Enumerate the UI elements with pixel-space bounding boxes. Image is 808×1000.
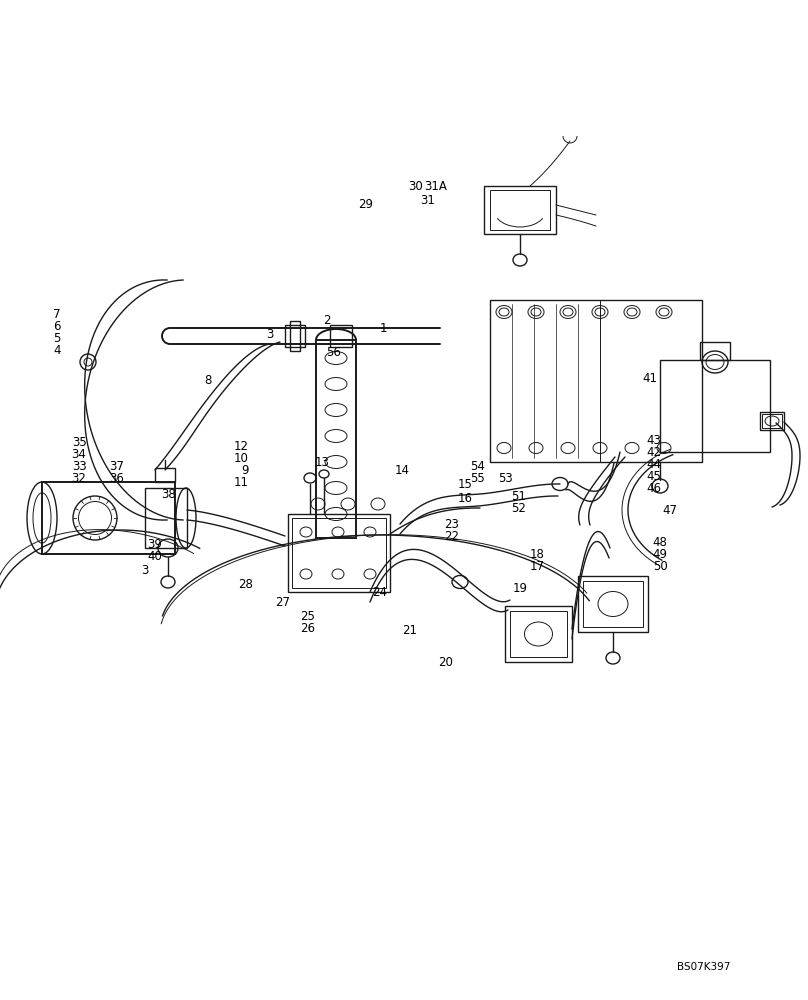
Text: 18: 18 [530,548,545,560]
Text: 42: 42 [646,446,662,458]
Bar [660,360,770,452]
Bar [316,340,356,538]
Text: 41: 41 [642,371,658,384]
Text: 2: 2 [323,314,330,326]
Bar [290,321,300,351]
Text: 20: 20 [439,656,453,668]
Bar [762,414,782,428]
Text: 33: 33 [72,460,86,473]
Text: 53: 53 [499,472,513,485]
Text: 44: 44 [646,458,662,471]
Text: 24: 24 [372,585,387,598]
Text: 37: 37 [110,460,124,473]
Text: 21: 21 [402,624,418,637]
Text: BS07K397: BS07K397 [676,962,730,972]
Bar [578,576,648,632]
Bar [583,581,643,627]
Text: 28: 28 [238,578,253,591]
Text: 30: 30 [408,180,423,192]
Bar [145,488,187,548]
Bar [505,606,572,662]
Text: 40: 40 [147,550,162,562]
Text: 35: 35 [72,436,86,448]
Text: 3: 3 [141,564,149,576]
Text: 55: 55 [470,472,485,485]
Text: 43: 43 [646,434,661,446]
Text: 5: 5 [53,332,61,344]
Text: 9: 9 [242,464,249,477]
Text: 3: 3 [267,328,274,340]
Text: 7: 7 [53,308,61,320]
Text: 14: 14 [394,464,410,477]
Bar [288,514,390,592]
Bar [330,325,352,347]
Text: 6: 6 [53,320,61,332]
Text: 56: 56 [326,346,341,359]
Bar [490,300,702,462]
Bar [490,190,550,230]
Text: 36: 36 [110,472,124,485]
Text: 49: 49 [653,548,668,560]
Text: 23: 23 [444,518,459,530]
Bar [510,611,567,657]
Text: 27: 27 [275,595,290,608]
Text: 47: 47 [663,504,678,516]
Text: 45: 45 [646,470,661,483]
Text: 48: 48 [653,536,667,548]
Text: 39: 39 [147,538,162,550]
Text: 26: 26 [301,621,316,635]
Text: 10: 10 [234,452,249,464]
Text: 31A: 31A [424,180,447,192]
Text: 11: 11 [234,476,249,488]
Bar [155,468,175,482]
Text: 8: 8 [204,373,212,386]
Text: 17: 17 [530,560,545,572]
Text: 38: 38 [162,488,176,500]
Text: 12: 12 [234,440,249,452]
Text: 22: 22 [444,530,460,542]
Text: 54: 54 [470,460,485,473]
Bar [285,325,305,347]
Text: 19: 19 [512,582,528,594]
Bar [700,342,730,360]
Bar [484,186,556,234]
Bar [292,518,386,588]
Text: 51: 51 [511,489,525,502]
Text: 52: 52 [511,502,525,514]
Text: 16: 16 [457,491,473,504]
Text: 4: 4 [53,344,61,357]
Text: 1: 1 [380,322,387,334]
Text: 13: 13 [315,456,330,468]
Text: 50: 50 [653,560,667,572]
Text: 25: 25 [301,609,315,622]
Text: 32: 32 [72,472,86,485]
Text: 31: 31 [420,194,435,207]
Bar [42,482,175,554]
Text: 29: 29 [358,198,373,211]
Text: 15: 15 [458,478,473,490]
Bar [760,412,784,430]
Text: 46: 46 [646,482,662,494]
Bar [490,300,600,462]
Text: 34: 34 [72,448,86,460]
